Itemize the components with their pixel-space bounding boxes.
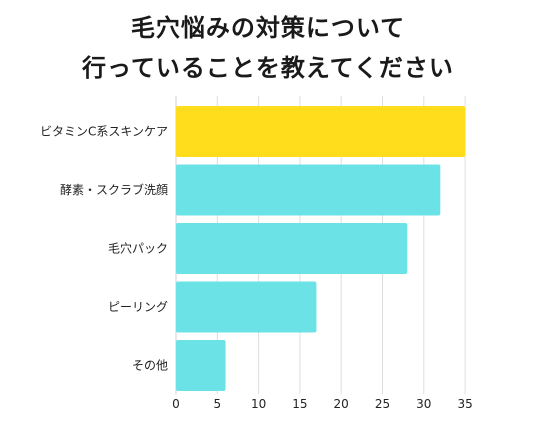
chart-title-line-1: 毛穴悩みの対策について	[130, 14, 406, 42]
chart-title-line-2: 行っていることを教えてください	[82, 54, 454, 82]
x-tick-label: 10	[251, 397, 266, 411]
x-tick-label: 5	[213, 397, 221, 411]
bar	[176, 106, 466, 157]
bar	[176, 223, 408, 274]
x-tick-label: 0	[172, 397, 180, 411]
category-label: ピーリング	[108, 300, 168, 314]
x-tick-label: 35	[457, 397, 472, 411]
x-tick-label: 15	[292, 397, 307, 411]
bar	[176, 340, 226, 391]
x-tick-label: 30	[416, 397, 431, 411]
bar	[176, 281, 317, 333]
category-label: 酵素・スクラブ洗顔	[60, 182, 168, 197]
category-label: ビタミンC系スキンケア	[40, 125, 168, 139]
category-label: その他	[132, 359, 168, 373]
bar	[176, 164, 441, 216]
x-tick-label: 20	[334, 397, 349, 411]
category-label: 毛穴パック	[108, 241, 168, 256]
x-tick-label: 25	[375, 397, 390, 411]
